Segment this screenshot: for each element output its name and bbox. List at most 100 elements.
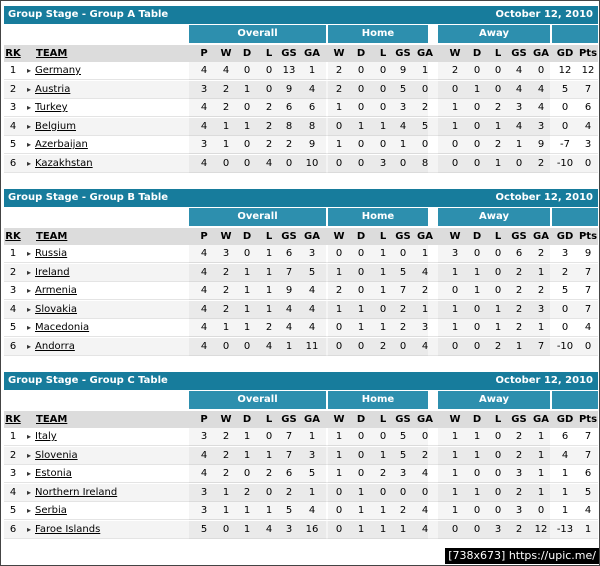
- stat-bg: [328, 263, 428, 282]
- stat-bg: [438, 245, 550, 263]
- stat-cell: 1: [451, 505, 459, 516]
- team-link[interactable]: Russia: [27, 245, 67, 263]
- stat-cell: 4: [200, 285, 208, 296]
- team-link[interactable]: Slovenia: [27, 447, 78, 465]
- stat-cell: 1: [451, 322, 459, 333]
- stat-cell: 4: [200, 303, 208, 315]
- rank: 3: [9, 468, 17, 479]
- team-link[interactable]: Turkey: [27, 99, 68, 117]
- stat-cell: 1: [379, 505, 387, 516]
- stat-cell: 3: [200, 83, 208, 95]
- rank: 5: [9, 139, 17, 150]
- stat-cell: 0: [357, 340, 365, 352]
- stat-cell: 5: [399, 449, 407, 461]
- stat-cell: 0: [357, 449, 365, 461]
- stat-cell: 2: [222, 449, 230, 461]
- stat-cell: 1: [379, 248, 387, 259]
- stat-cell: 4: [308, 285, 316, 296]
- stat-cell: 1: [222, 505, 230, 516]
- stat-cell: 1: [473, 285, 481, 296]
- team-link[interactable]: Serbia: [27, 502, 67, 520]
- column-header: GD: [556, 231, 574, 242]
- team-link[interactable]: Kazakhstan: [27, 155, 93, 173]
- stat-cell: 0: [243, 65, 251, 76]
- rank: 1: [9, 248, 17, 259]
- rank: 2: [9, 266, 17, 278]
- stat-cell: 1: [451, 449, 459, 461]
- stat-cell: 3: [421, 322, 429, 333]
- stat-cell: 4: [200, 266, 208, 278]
- stat-cell: 7: [285, 449, 293, 461]
- stat-cell: 1: [421, 248, 429, 259]
- stat-cell: 6: [584, 468, 592, 479]
- stat-cell: 4: [561, 449, 569, 461]
- stat-cell: 2: [222, 102, 230, 113]
- team-link[interactable]: Ireland: [27, 264, 70, 282]
- team-link[interactable]: Azerbaijan: [27, 136, 88, 154]
- stat-cell: 4: [308, 303, 316, 315]
- stat-cell: 1: [399, 139, 407, 150]
- stat-cell: 2: [537, 248, 545, 259]
- stat-cell: 3: [200, 139, 208, 150]
- team-link[interactable]: Andorra: [27, 338, 75, 356]
- stat-bg: [328, 117, 428, 136]
- team-link[interactable]: Armenia: [27, 282, 77, 300]
- stat-cell: 11: [305, 340, 319, 352]
- column-header: TEAM: [36, 414, 68, 425]
- stat-cell: 4: [200, 157, 208, 169]
- team-link[interactable]: Slovakia: [27, 301, 77, 319]
- stat-cell: 4: [308, 83, 316, 95]
- stat-cell: 2: [335, 285, 343, 296]
- stat-cell: 0: [561, 102, 569, 113]
- stat-cell: 5: [399, 83, 407, 95]
- stat-cell: 3: [200, 505, 208, 516]
- stat-cell: 7: [285, 266, 293, 278]
- stat-cell: 1: [265, 303, 273, 315]
- stat-cell: 1: [243, 285, 251, 296]
- stat-cell: 0: [222, 340, 230, 352]
- stat-cell: 0: [451, 285, 459, 296]
- stat-cell: 0: [379, 486, 387, 498]
- stat-cell: 1: [357, 505, 365, 516]
- group-date: October 12, 2010: [495, 192, 593, 203]
- stat-bg: [189, 62, 326, 80]
- team-link[interactable]: Belgium: [27, 118, 76, 136]
- stat-cell: 8: [285, 120, 293, 132]
- stat-cell: 2: [515, 486, 523, 498]
- team-link[interactable]: Faroe Islands: [27, 521, 100, 539]
- stat-cell: 2: [265, 322, 273, 333]
- table-row: [4, 465, 598, 483]
- group-title: Group Stage - Group A Table: [8, 9, 169, 20]
- team-link[interactable]: Estonia: [27, 465, 72, 483]
- stat-bg: [189, 465, 326, 483]
- stat-cell: 1: [285, 340, 293, 352]
- stat-bg: [328, 245, 428, 263]
- stat-cell: 2: [515, 431, 523, 442]
- team-link[interactable]: Germany: [27, 62, 81, 80]
- stat-bg: [189, 245, 326, 263]
- column-header: GA: [417, 414, 433, 425]
- stat-bg: [189, 483, 326, 502]
- column-header: W: [449, 48, 461, 59]
- team-link[interactable]: Northern Ireland: [27, 484, 117, 502]
- team-link[interactable]: Italy: [27, 428, 57, 446]
- stat-cell: 0: [473, 65, 481, 76]
- stat-cell: 2: [537, 157, 545, 169]
- column-header: L: [379, 414, 387, 425]
- stat-cell: 0: [265, 431, 273, 442]
- stat-bg: [438, 465, 550, 483]
- team-link[interactable]: Macedonia: [27, 319, 89, 337]
- stat-cell: 5: [200, 523, 208, 535]
- stat-cell: 5: [561, 83, 569, 95]
- stat-cell: 7: [399, 285, 407, 296]
- stat-bg: [328, 428, 428, 446]
- stat-cell: 1: [379, 322, 387, 333]
- stat-cell: 3: [561, 248, 569, 259]
- stat-cell: 1: [537, 431, 545, 442]
- stat-cell: 2: [399, 322, 407, 333]
- stat-cell: 1: [537, 449, 545, 461]
- subheader-row: [4, 45, 598, 62]
- team-link[interactable]: Austria: [27, 81, 70, 99]
- stat-bg: [328, 483, 428, 502]
- stat-bg: [438, 80, 550, 99]
